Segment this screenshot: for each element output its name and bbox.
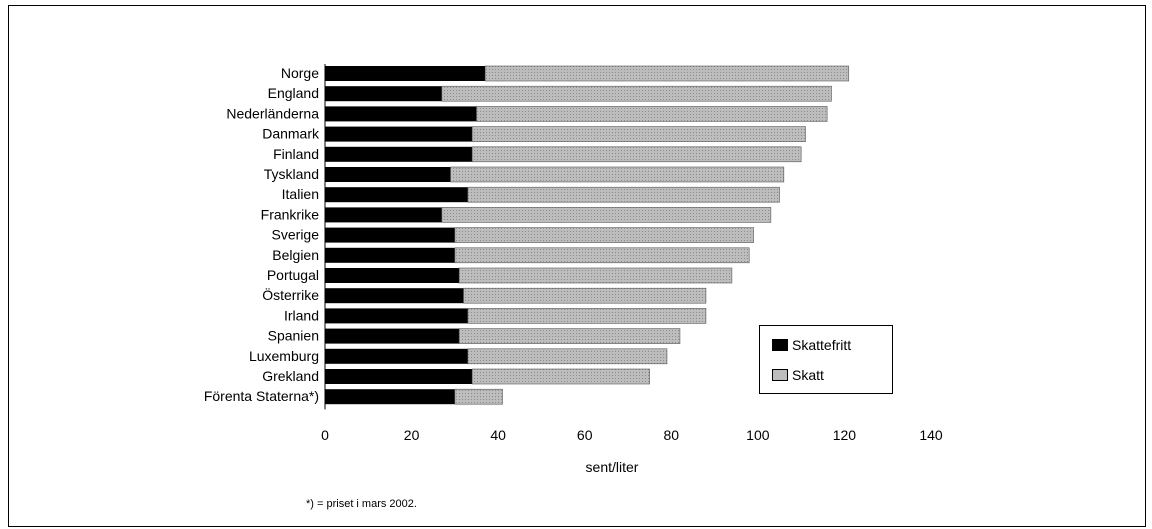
bar-skattefritt — [325, 227, 455, 243]
bar-skattefritt — [325, 247, 455, 263]
x-tick-label: 100 — [746, 427, 770, 443]
legend-swatch-skatt — [772, 369, 788, 381]
bar-skatt — [471, 146, 802, 163]
bar-skatt — [467, 308, 707, 324]
x-tick-label: 60 — [577, 427, 593, 443]
bar-skattefritt — [325, 146, 473, 162]
bar-skatt — [467, 186, 780, 203]
x-tick-label: 80 — [663, 427, 679, 443]
x-tick-label: 120 — [833, 427, 857, 443]
bar-skatt — [450, 166, 785, 183]
bar-skattefritt — [325, 66, 486, 81]
bar-skatt — [441, 207, 772, 223]
bar-skatt — [454, 227, 754, 243]
category-label: Portugal — [267, 267, 319, 283]
category-label: Norge — [281, 65, 319, 81]
category-label: Tyskland — [264, 166, 319, 182]
bar-skatt — [476, 106, 828, 122]
chart-frame — [8, 5, 1146, 527]
bar-skattefritt — [325, 389, 455, 405]
bar-skattefritt — [325, 268, 460, 283]
bar-skatt — [454, 247, 750, 264]
category-label: Irland — [284, 307, 319, 323]
category-label: Italien — [282, 186, 319, 202]
category-label: Luxemburg — [249, 348, 319, 364]
bar-skattefritt — [325, 288, 464, 304]
category-label: Belgien — [272, 247, 319, 263]
category-label: Finland — [273, 146, 319, 162]
x-tick-labels: 0 20 40 60 80 100 120 140 — [321, 427, 943, 443]
x-axis-title: sent/liter — [586, 459, 639, 475]
category-label: Grekland — [262, 368, 319, 384]
bar-skatt — [463, 287, 707, 304]
category-label: England — [268, 85, 319, 101]
category-labels: Norge England Nederländerna Danmark Finland T… — [204, 65, 320, 404]
legend: Skattefritt Skatt — [759, 325, 893, 394]
x-tick-label: 0 — [321, 427, 329, 443]
bar-skatt — [471, 368, 650, 385]
category-label: Danmark — [262, 126, 320, 142]
bar-skattefritt — [325, 187, 468, 203]
bar-skatt — [458, 267, 733, 284]
legend-label-skattefritt: Skattefritt — [792, 337, 852, 353]
legend-swatch-skattefritt — [772, 339, 788, 351]
category-label: Sverige — [272, 227, 320, 243]
bar-skattefritt — [325, 308, 468, 324]
x-tick-label: 20 — [404, 427, 420, 443]
bar-skattefritt — [325, 207, 442, 223]
bar-skattefritt — [325, 106, 477, 122]
legend-label-skatt: Skatt — [792, 367, 824, 383]
bar-skatt — [471, 126, 806, 142]
x-tick-label: 140 — [919, 427, 943, 443]
category-label: Frankrike — [261, 206, 320, 222]
bar-skattefritt — [325, 86, 442, 102]
category-label: Nederländerna — [226, 105, 319, 121]
bar-skatt — [467, 348, 668, 365]
bar-skatt — [454, 388, 503, 405]
bar-skatt — [441, 85, 832, 102]
bar-skatt — [458, 328, 681, 344]
category-label: Österrike — [262, 286, 319, 303]
legend-item-skatt: Skatt — [772, 367, 824, 383]
bar-skattefritt — [325, 167, 451, 182]
bar-skattefritt — [325, 348, 468, 364]
bar-skatt — [484, 65, 850, 82]
bars-layer — [324, 64, 850, 410]
bar-skattefritt — [325, 328, 460, 344]
x-tick-label: 40 — [490, 427, 506, 443]
legend-item-skattefritt: Skattefritt — [772, 337, 851, 353]
category-label: Förenta Staterna*) — [204, 388, 319, 404]
footnote: *) = priset i mars 2002. — [306, 498, 417, 510]
bar-skattefritt — [325, 369, 473, 384]
category-label: Spanien — [268, 328, 319, 344]
bar-skattefritt — [325, 126, 473, 142]
